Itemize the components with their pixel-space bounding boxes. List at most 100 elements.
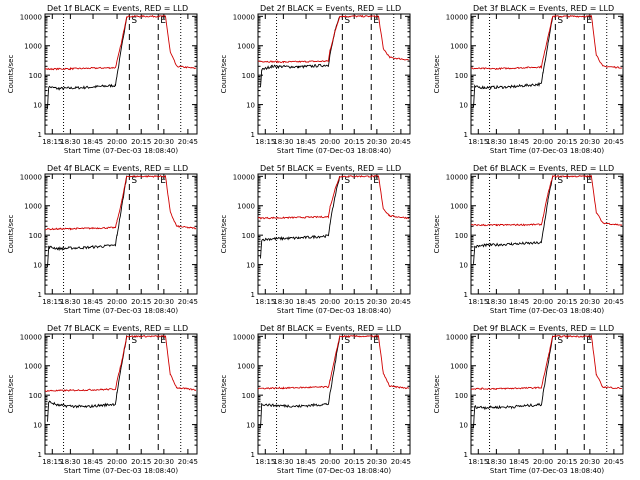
- detector-panel: Det 5f BLACK = Events, RED = LLD 1 10 100 10…: [220, 164, 411, 315]
- x-tick-label: 18:15: [42, 458, 62, 466]
- chart-title: Det 2f BLACK = Events, RED = LLD: [260, 4, 401, 13]
- x-tick-label: 20:30: [154, 458, 174, 466]
- lld-series-line: [45, 14, 197, 71]
- lld-series-line: [45, 335, 197, 392]
- detector-panel: Det 6f BLACK = Events, RED = LLD 1 10 100 10…: [433, 164, 624, 315]
- y-axis-label: Counts/sec: [7, 375, 15, 414]
- x-tick-label: 20:15: [344, 458, 364, 466]
- x-tick-label: 18:45: [83, 298, 103, 306]
- time-marker-label: S: [557, 176, 563, 186]
- plot-frame: [257, 13, 411, 135]
- detector-panel: Det 8f BLACK = Events, RED = LLD 1 10 100 10…: [220, 324, 411, 475]
- y-tick-label: 1000: [237, 363, 255, 371]
- x-tick-label: 20:00: [533, 138, 553, 146]
- events-series-line: [260, 16, 341, 88]
- time-marker-label: E: [160, 176, 166, 186]
- time-marker-label: E: [586, 16, 592, 26]
- y-tick-label: 1: [464, 291, 468, 299]
- x-tick-label: 20:30: [580, 458, 600, 466]
- time-marker-label: S: [131, 336, 137, 346]
- y-tick-label: 10: [246, 102, 255, 110]
- events-series-line: [47, 17, 128, 109]
- x-tick-label: 20:45: [391, 458, 411, 466]
- x-tick-label: 20:45: [604, 298, 624, 306]
- y-tick-label: 1000: [450, 203, 468, 211]
- events-series-line: [260, 176, 341, 259]
- y-axis-label: Counts/sec: [220, 215, 228, 254]
- lld-series-line: [45, 174, 197, 231]
- events-series-line: [473, 16, 554, 108]
- time-marker-label: S: [557, 16, 563, 26]
- x-tick-label: 20:15: [344, 298, 364, 306]
- x-tick-label: 20:00: [320, 458, 340, 466]
- x-tick-label: 20:30: [367, 138, 387, 146]
- time-marker-label: E: [160, 16, 166, 26]
- x-tick-label: 18:15: [255, 458, 275, 466]
- x-tick-label: 20:15: [131, 138, 151, 146]
- events-series-line: [473, 176, 554, 264]
- y-tick-label: 100: [455, 392, 468, 400]
- x-tick-label: 20:15: [131, 298, 151, 306]
- x-tick-label: 18:30: [60, 298, 80, 306]
- y-tick-label: 1000: [450, 43, 468, 51]
- lld-series-line: [258, 175, 410, 220]
- y-axis-label: Counts/sec: [7, 215, 15, 254]
- x-tick-label: 18:45: [296, 298, 316, 306]
- time-marker-label: S: [344, 176, 350, 186]
- x-axis-label: Start Time (07-Dec-03 18:08:40): [64, 467, 178, 475]
- events-series-line: [473, 335, 554, 429]
- x-tick-label: 20:30: [367, 298, 387, 306]
- x-tick-label: 18:45: [509, 298, 529, 306]
- x-tick-label: 20:00: [107, 458, 127, 466]
- x-tick-label: 20:45: [391, 298, 411, 306]
- plot-frame: [44, 173, 198, 295]
- plot-frame: [44, 333, 198, 455]
- events-series-line: [47, 335, 128, 422]
- plot-frame: [470, 173, 624, 295]
- plot-frame: [470, 13, 624, 135]
- x-tick-label: 20:00: [320, 138, 340, 146]
- y-axis-label: Counts/sec: [7, 55, 15, 94]
- x-axis-label: Start Time (07-Dec-03 18:08:40): [64, 307, 178, 315]
- x-tick-label: 18:15: [255, 138, 275, 146]
- y-tick-label: 10000: [20, 13, 42, 21]
- chart-title: Det 9f BLACK = Events, RED = LLD: [473, 324, 614, 333]
- y-tick-label: 1: [38, 131, 42, 139]
- chart-title: Det 1f BLACK = Events, RED = LLD: [47, 4, 188, 13]
- y-axis-label: Counts/sec: [220, 55, 228, 94]
- chart-title: Det 4f BLACK = Events, RED = LLD: [47, 164, 188, 173]
- x-tick-label: 20:30: [154, 138, 174, 146]
- chart-title: Det 3f BLACK = Events, RED = LLD: [473, 4, 614, 13]
- x-tick-label: 18:30: [486, 298, 506, 306]
- x-tick-label: 18:15: [468, 138, 488, 146]
- x-tick-label: 18:30: [60, 138, 80, 146]
- chart-title: Det 8f BLACK = Events, RED = LLD: [260, 324, 401, 333]
- x-axis-label: Start Time (07-Dec-03 18:08:40): [277, 147, 391, 155]
- y-tick-label: 100: [242, 72, 255, 80]
- y-tick-label: 1000: [450, 363, 468, 371]
- detector-panel: Det 9f BLACK = Events, RED = LLD 1 10 100 10…: [433, 324, 624, 475]
- x-tick-label: 20:15: [557, 458, 577, 466]
- time-marker-label: E: [160, 336, 166, 346]
- x-tick-label: 20:15: [344, 138, 364, 146]
- x-tick-label: 20:15: [131, 458, 151, 466]
- y-tick-label: 10: [246, 422, 255, 430]
- y-tick-label: 100: [455, 232, 468, 240]
- x-tick-label: 20:30: [154, 298, 174, 306]
- y-tick-label: 1000: [237, 43, 255, 51]
- y-tick-label: 10: [459, 422, 468, 430]
- detector-panel: Det 2f BLACK = Events, RED = LLD 1 10 100 10…: [220, 4, 411, 155]
- x-tick-label: 20:15: [557, 138, 577, 146]
- x-tick-label: 18:15: [42, 298, 62, 306]
- y-tick-label: 1: [251, 451, 255, 459]
- y-tick-label: 10: [459, 262, 468, 270]
- y-axis-label: Counts/sec: [433, 375, 441, 414]
- time-marker-label: S: [131, 176, 137, 186]
- x-tick-label: 18:15: [468, 298, 488, 306]
- x-tick-label: 18:15: [255, 298, 275, 306]
- x-tick-label: 18:30: [60, 458, 80, 466]
- x-tick-label: 18:45: [509, 458, 529, 466]
- x-axis-label: Start Time (07-Dec-03 18:08:40): [64, 147, 178, 155]
- detector-panel: Det 7f BLACK = Events, RED = LLD 1 10 100 10…: [7, 324, 198, 475]
- y-tick-label: 1: [464, 451, 468, 459]
